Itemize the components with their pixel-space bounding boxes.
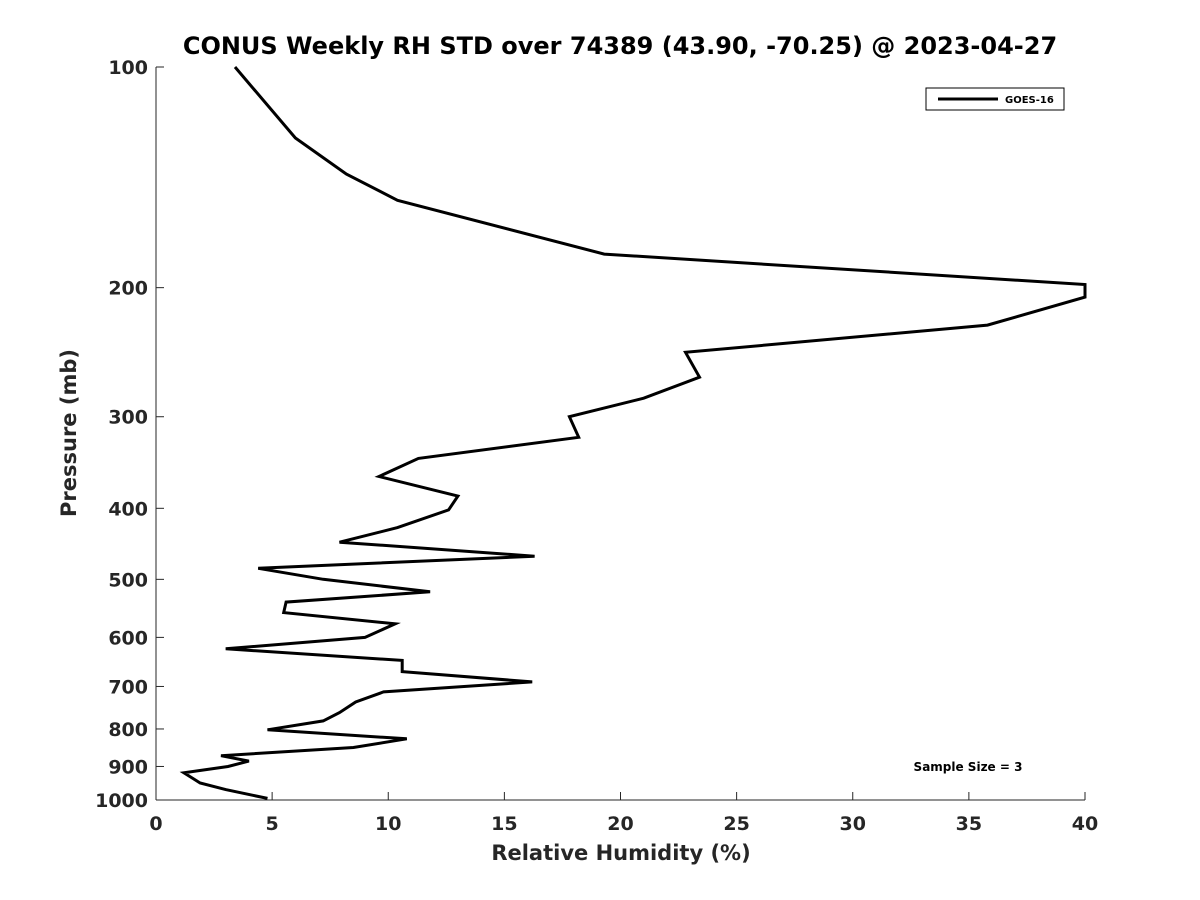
series-line-goes-16 (179, 66, 1087, 800)
y-tick-label: 1000 (95, 790, 148, 812)
chart-title: CONUS Weekly RH STD over 74389 (43.90, -… (183, 32, 1057, 60)
legend-label-goes-16: GOES-16 (1005, 95, 1054, 106)
x-tick-label: 20 (607, 813, 633, 835)
x-tick-label: 0 (149, 813, 162, 835)
y-axis-label: Pressure (mb) (57, 349, 81, 517)
x-tick-label: 10 (375, 813, 401, 835)
y-axis-ticks: 100 200 300 400 500 600 700 800 900 1000 (95, 57, 164, 812)
series-layer (179, 66, 1087, 800)
y-tick-label: 500 (108, 569, 148, 591)
x-tick-label: 30 (840, 813, 866, 835)
y-tick-label: 200 (108, 278, 148, 300)
x-tick-label: 15 (491, 813, 517, 835)
y-tick-label: 900 (108, 756, 148, 778)
axes (155, 67, 1085, 801)
sample-size-annotation: Sample Size = 3 (914, 760, 1023, 774)
x-tick-label: 35 (956, 813, 982, 835)
y-tick-label: 100 (108, 57, 148, 79)
x-tick-label: 25 (723, 813, 749, 835)
x-tick-label: 40 (1072, 813, 1098, 835)
legend: GOES-16 (925, 87, 1065, 111)
y-tick-label: 700 (108, 676, 148, 698)
x-axis-ticks: 0 5 10 15 20 25 30 35 40 (149, 792, 1098, 835)
x-axis-label: Relative Humidity (%) (491, 841, 750, 865)
y-tick-label: 600 (108, 627, 148, 649)
y-tick-label: 400 (108, 498, 148, 520)
y-tick-label: 300 (108, 407, 148, 429)
x-tick-label: 5 (266, 813, 279, 835)
y-tick-label: 800 (108, 719, 148, 741)
